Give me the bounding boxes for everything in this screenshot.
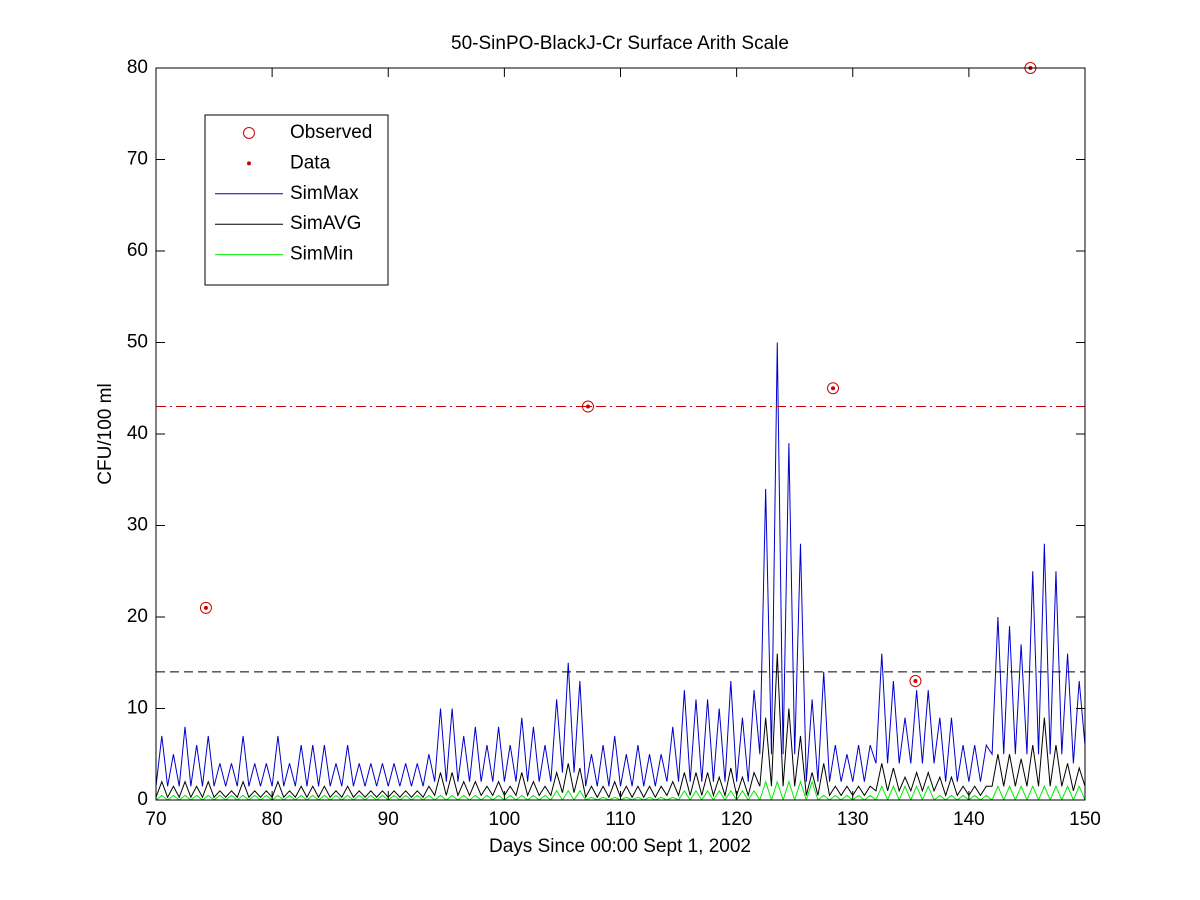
data-marker [585,404,590,409]
y-tick-label: 80 [127,57,148,78]
legend-symbol [243,127,255,139]
legend-label: Data [290,152,331,173]
observed-marker [909,675,922,688]
y-axis-label: CFU/100 ml [95,383,116,484]
y-tick-label: 20 [127,606,148,627]
observed-marker [199,601,212,614]
legend-box [204,114,389,286]
x-tick-label: 140 [953,809,985,830]
x-tick-label: 110 [605,809,635,830]
x-tick-label: 120 [721,809,753,830]
x-tick-label: 90 [378,809,399,830]
y-tick-label: 0 [137,789,148,810]
x-tick-label: 130 [837,809,869,830]
x-tick-label: 150 [1069,809,1101,830]
x-tick-label: 100 [489,809,521,830]
legend-label: Observed [290,122,372,143]
observed-marker [581,400,594,413]
legend-label: SimAVG [290,213,361,234]
data-marker [831,386,836,391]
y-tick-label: 10 [127,698,148,719]
y-tick-label: 60 [127,240,148,261]
y-tick-label: 50 [127,332,148,353]
series-line [156,342,1085,787]
legend-label: SimMax [290,183,359,204]
x-tick-label: 70 [145,809,166,830]
data-marker [913,679,918,684]
x-axis-label: Days Since 00:00 Sept 1, 2002 [489,836,751,857]
y-tick-label: 40 [127,423,148,444]
chart-title: 50-SinPO-BlackJ-Cr Surface Arith Scale [451,33,789,54]
legend-symbol [247,161,251,166]
data-marker [203,605,208,610]
x-tick-label: 80 [262,809,283,830]
y-tick-label: 70 [127,149,148,170]
legend-label: SimMin [290,244,353,265]
observed-marker [827,382,840,395]
series-line [156,780,1085,800]
y-tick-label: 30 [127,515,148,536]
